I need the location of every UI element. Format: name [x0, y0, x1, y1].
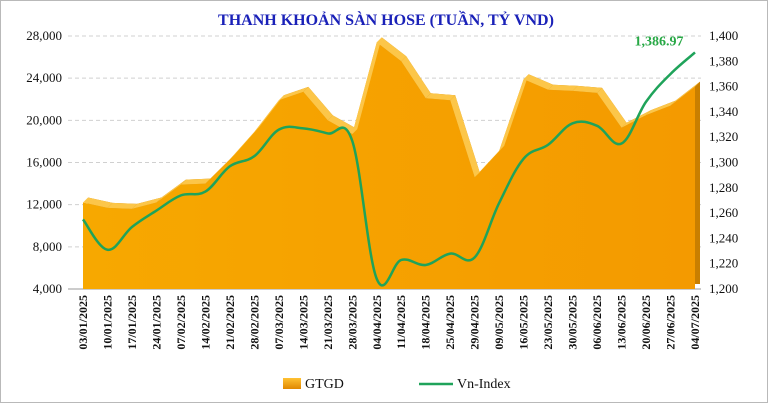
gtgd-area-top-facet	[425, 93, 456, 101]
gtgd-area-top-facet	[352, 37, 382, 135]
gtgd-area-top-facet	[670, 81, 700, 106]
gtgd-area-top-facet	[156, 179, 186, 203]
left-tick-label: 8,000	[33, 239, 62, 254]
gtgd-area-top-facet	[278, 86, 309, 101]
legend-label-vnindex: Vn-Index	[457, 377, 511, 392]
right-tick-label: 1,300	[709, 155, 738, 170]
gtgd-area-top-facet	[597, 87, 627, 128]
x-tick-label: 10/01/2025	[100, 295, 114, 350]
x-axis: 03/01/2025 10/01/2025 17/01/2025 24/01/2025…	[76, 295, 702, 350]
gtgd-area-top-facet	[401, 56, 431, 99]
right-tick-label: 1,260	[709, 205, 738, 220]
left-tick-label: 20,000	[26, 112, 62, 127]
left-tick-label: 12,000	[26, 197, 62, 212]
left-tick-label: 4,000	[33, 281, 62, 296]
x-tick-label: 07/03/2025	[272, 295, 286, 350]
vnindex-line-series	[81, 51, 696, 287]
right-tick-label: 1,280	[709, 180, 738, 195]
gtgd-area-top-facet	[180, 178, 211, 185]
right-tick-label: 1,200	[709, 281, 738, 296]
x-tick-label: 11/04/2025	[394, 295, 408, 349]
legend-swatch-gtgd	[283, 378, 301, 389]
gtgd-area-top-facet	[327, 115, 358, 135]
x-tick-label: 17/01/2025	[125, 295, 139, 350]
x-tick-label: 23/05/2025	[541, 295, 555, 350]
x-tick-label: 21/02/2025	[223, 295, 237, 350]
gtgd-area-top-facet	[83, 197, 113, 208]
x-tick-label: 14/03/2025	[296, 295, 310, 350]
x-tick-label: 09/05/2025	[492, 295, 506, 350]
right-axis: 1,200 1,220 1,240 1,260 1,280 1,300 1,320 1,340…	[709, 28, 738, 296]
vnindex-line	[81, 51, 696, 287]
gtgd-area-series	[83, 37, 700, 290]
gtgd-area-top-facet	[229, 126, 260, 160]
right-tick-label: 1,360	[709, 79, 738, 94]
x-tick-label: 13/06/2025	[615, 295, 629, 350]
gtgd-area-top-facet	[254, 95, 284, 132]
x-tick-label: 14/02/2025	[198, 295, 212, 350]
x-tick-label: 04/04/2025	[370, 295, 384, 350]
gtgd-area-top-facet	[131, 197, 162, 209]
x-tick-label: 27/06/2025	[664, 295, 678, 350]
left-axis: 4,000 8,000 12,000 16,000 20,000 24,000 28,000	[26, 28, 62, 296]
chart-title: THANH KHOẢN SÀN HOSE (TUẦN, TỶ VND)	[218, 10, 554, 29]
gtgd-area-top-facet	[450, 95, 480, 178]
right-tick-label: 1,380	[709, 53, 738, 68]
x-tick-label: 18/04/2025	[419, 295, 433, 350]
gtgd-area-top-facet	[376, 37, 407, 62]
x-tick-label: 04/07/2025	[688, 295, 702, 350]
x-tick-label: 20/06/2025	[639, 295, 653, 350]
x-tick-label: 21/03/2025	[321, 295, 335, 350]
x-tick-label: 07/02/2025	[174, 295, 188, 350]
x-tick-label: 06/06/2025	[590, 295, 604, 350]
x-tick-label: 29/04/2025	[468, 295, 482, 350]
right-tick-label: 1,340	[709, 104, 738, 119]
x-tick-label: 03/01/2025	[76, 295, 90, 350]
gtgd-area-top-facet	[107, 202, 137, 209]
gtgd-area-top-facet	[523, 74, 554, 90]
right-tick-label: 1,400	[709, 28, 738, 43]
left-tick-label: 28,000	[26, 28, 62, 43]
x-tick-label: 25/04/2025	[443, 295, 457, 350]
x-tick-label: 16/05/2025	[517, 295, 531, 350]
gtgd-area-top-facet	[646, 100, 676, 116]
legend: GTGD Vn-Index	[283, 377, 511, 392]
x-tick-label: 30/05/2025	[566, 295, 580, 350]
gtgd-area-top-facet	[303, 86, 333, 121]
legend-label-gtgd: GTGD	[305, 377, 344, 392]
left-tick-label: 24,000	[26, 70, 62, 85]
x-tick-label: 24/01/2025	[149, 295, 163, 350]
gtgd-area-top-facet	[474, 145, 505, 178]
gtgd-area-top-facet	[205, 154, 235, 184]
x-tick-label: 28/03/2025	[345, 295, 359, 350]
right-tick-label: 1,320	[709, 129, 738, 144]
x-tick-label: 28/02/2025	[247, 295, 261, 350]
right-tick-label: 1,240	[709, 230, 738, 245]
right-tick-label: 1,220	[709, 256, 738, 271]
gtgd-area-top-facet	[499, 74, 529, 151]
gtgd-area	[83, 42, 695, 290]
gtgd-area-top-facet	[572, 85, 603, 93]
left-tick-label: 16,000	[26, 155, 62, 170]
gtgd-area-top-facet	[548, 84, 578, 91]
last-value-label: 1,386.97	[635, 34, 684, 49]
